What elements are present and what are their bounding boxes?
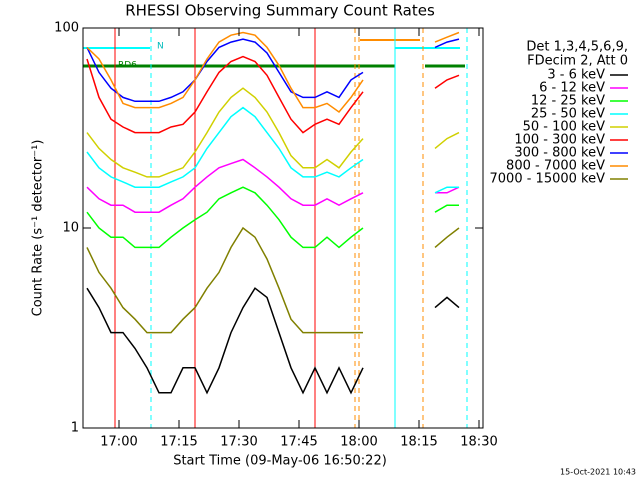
status-bars (83, 39, 465, 68)
legend-label: 100 - 300 keV (514, 133, 605, 148)
series-line (86, 287, 460, 395)
series-line (86, 186, 459, 249)
y-tick-label: 1 (71, 421, 79, 436)
series-line (86, 106, 459, 194)
legend-label: 3 - 6 keV (547, 68, 605, 83)
legend-label: 12 - 25 keV (531, 94, 605, 109)
x-tick-label: 18:30 (460, 435, 497, 450)
x-tick-label: 17:45 (280, 435, 317, 450)
annotation: RD6 (118, 61, 137, 71)
x-tick-label: 18:00 (340, 435, 377, 450)
series-line (86, 55, 460, 134)
annotation: N (157, 42, 164, 52)
y-tick-label: 10 (62, 221, 79, 236)
y-tick-label: 100 (54, 21, 79, 36)
legend-label: 7000 - 15000 keV (490, 172, 606, 187)
legend-label: 300 - 800 keV (514, 146, 605, 161)
x-tick-label: 17:00 (100, 435, 137, 450)
series-line (86, 87, 460, 178)
footer: 15-Oct-2021 10:43 (560, 468, 636, 477)
legend-label: 800 - 7000 keV (506, 159, 605, 174)
series-line (86, 38, 460, 103)
series-line (86, 31, 460, 114)
x-tick-label: 17:30 (220, 435, 257, 450)
x-tick-label: 18:15 (400, 435, 437, 450)
y-axis-label: Count Rate (s⁻¹ detector⁻¹) (31, 140, 46, 317)
legend-label: 50 - 100 keV (523, 120, 606, 135)
chart-title: RHESSI Observing Summary Count Rates (125, 2, 435, 20)
series-line (86, 158, 460, 213)
legend-label: 25 - 50 keV (531, 107, 605, 122)
legend-title: Det 1,3,4,5,6,9, (526, 40, 628, 55)
x-tick-label: 17:15 (160, 435, 197, 450)
series-line (86, 226, 460, 334)
legend-label: 6 - 12 keV (539, 81, 605, 96)
x-axis-label: Start Time (09-May-06 16:50:22) (173, 454, 387, 469)
legend-title: FDecim 2, Att 0 (527, 54, 628, 69)
